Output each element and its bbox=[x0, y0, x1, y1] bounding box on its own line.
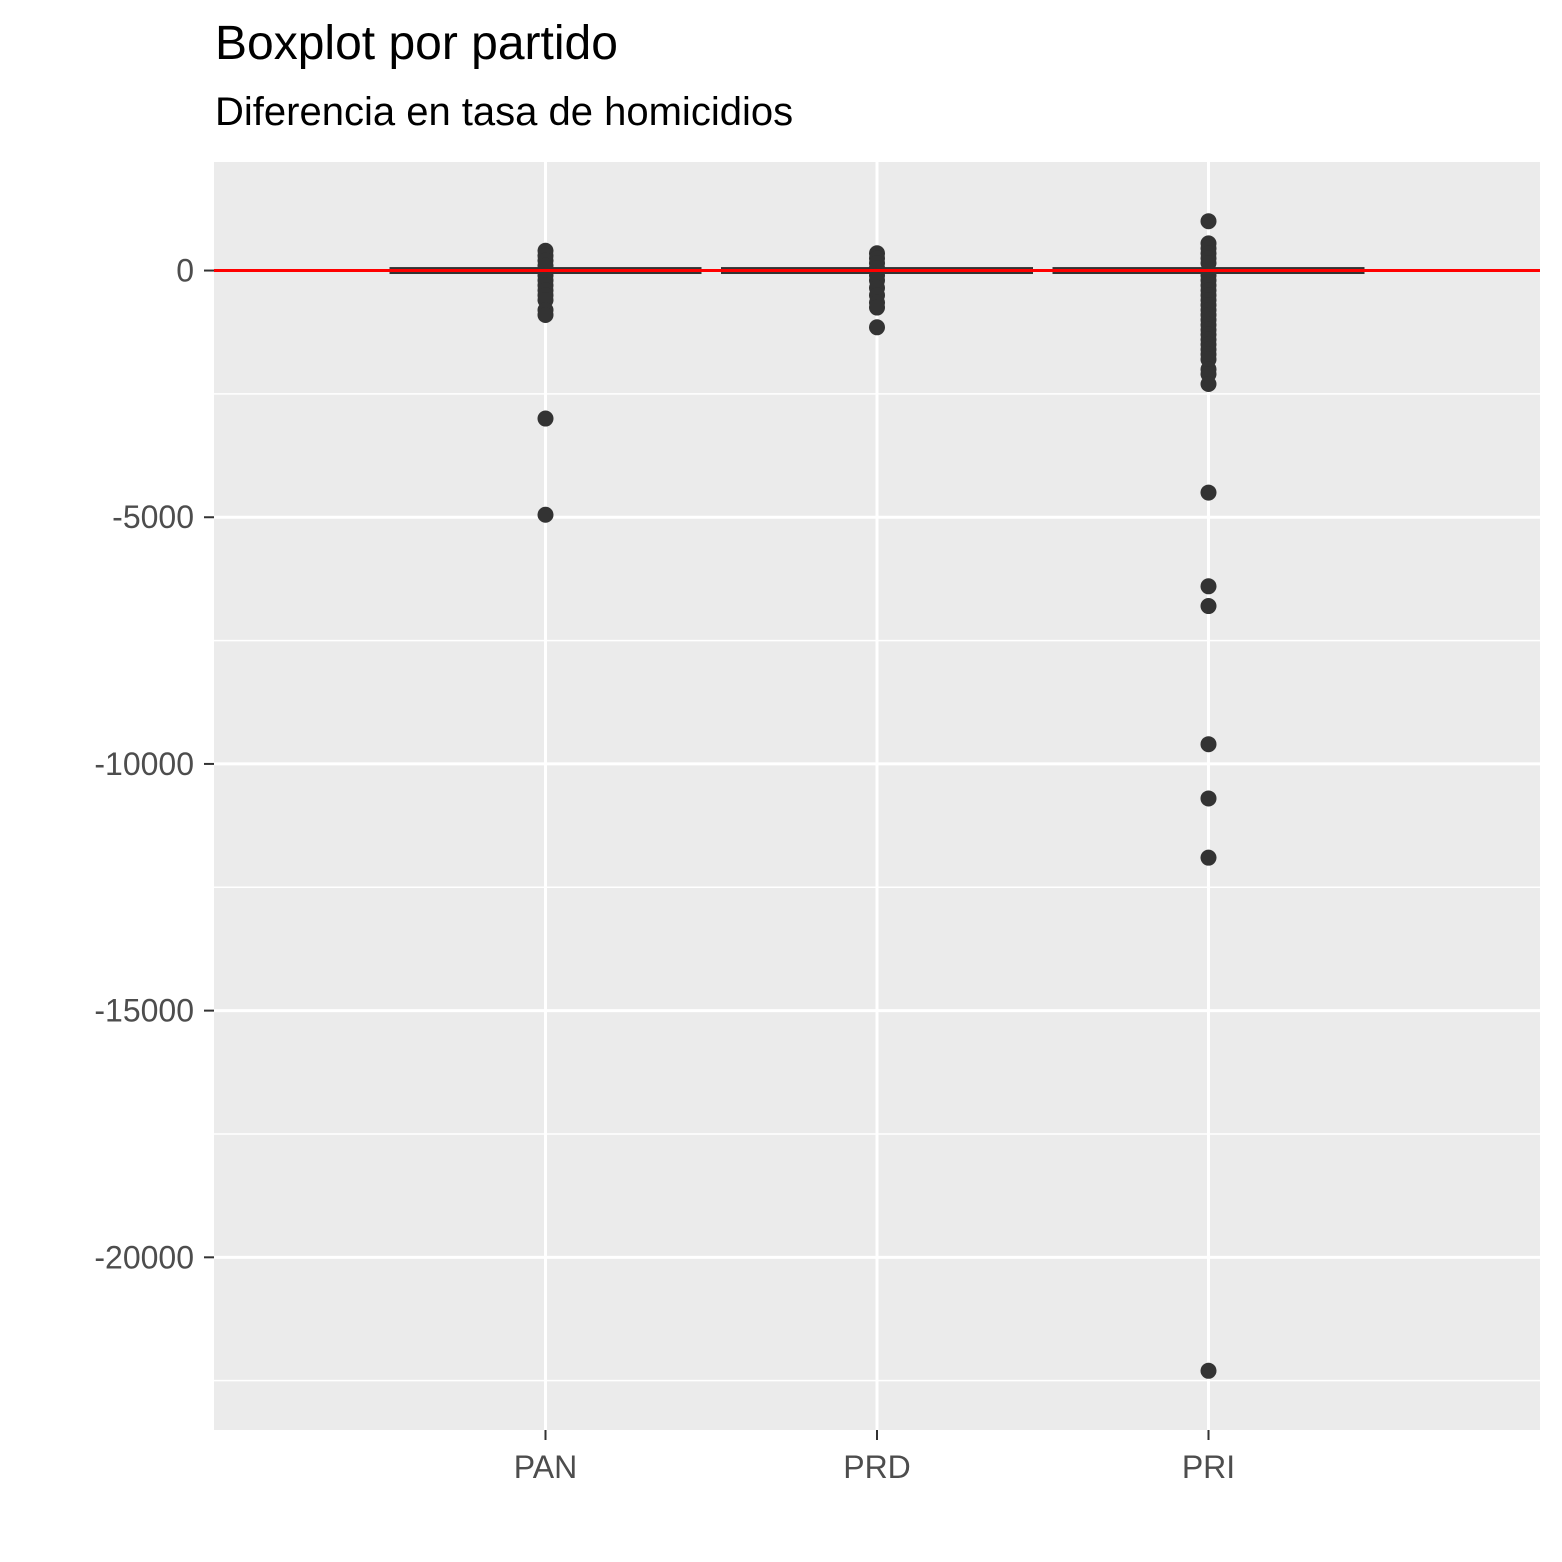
x-tick-label: PRD bbox=[843, 1449, 911, 1485]
outlier-point bbox=[1200, 578, 1217, 595]
outlier-point bbox=[537, 410, 554, 427]
y-tick-label: -5000 bbox=[112, 499, 194, 535]
outlier-point bbox=[1200, 849, 1217, 866]
outlier-point bbox=[1200, 598, 1217, 615]
outlier-point bbox=[537, 506, 554, 523]
outlier-point bbox=[1200, 736, 1217, 753]
y-tick-label: -15000 bbox=[94, 993, 194, 1029]
outlier-points bbox=[537, 213, 1217, 1379]
y-axis: 0 -5000 -10000 -15000 -20000 bbox=[94, 253, 214, 1275]
y-tick-label: -20000 bbox=[94, 1239, 194, 1275]
outlier-point bbox=[1200, 484, 1217, 501]
outlier-point bbox=[1200, 1362, 1217, 1379]
outlier-point bbox=[1200, 213, 1217, 230]
outlier-point bbox=[1200, 255, 1217, 272]
outlier-point bbox=[1200, 376, 1217, 393]
chart-subtitle: Diferencia en tasa de homicidios bbox=[215, 90, 794, 134]
outlier-point bbox=[537, 306, 554, 323]
y-tick-label: 0 bbox=[176, 253, 194, 289]
x-tick-label: PAN bbox=[514, 1449, 577, 1485]
x-tick-label: PRI bbox=[1182, 1449, 1235, 1485]
outlier-point bbox=[869, 319, 885, 336]
y-tick-label: -10000 bbox=[94, 746, 194, 782]
outlier-point bbox=[1200, 790, 1217, 807]
outlier-point bbox=[869, 299, 885, 316]
x-axis: PAN PRD PRI bbox=[514, 1430, 1235, 1485]
chart-title: Boxplot por partido bbox=[215, 17, 618, 70]
